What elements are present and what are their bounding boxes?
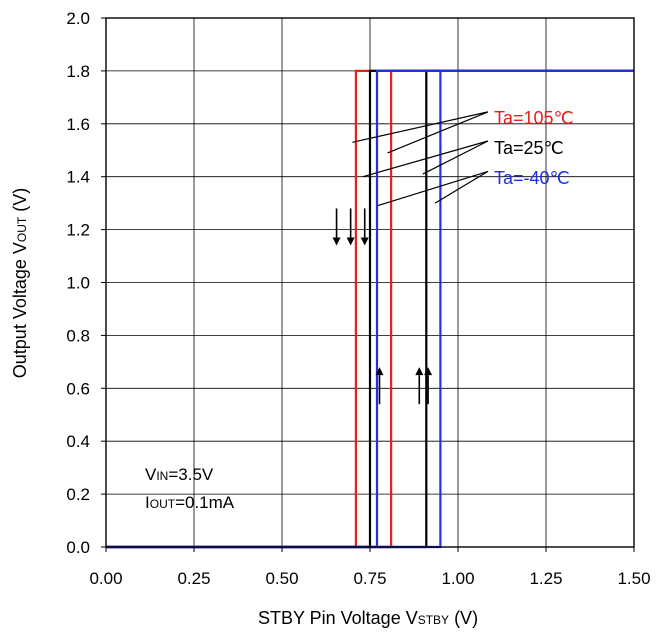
legend: Ta=105℃ Ta=25℃ Ta=-40℃ bbox=[494, 108, 574, 188]
condition-iout: IOUT=0.1mA bbox=[145, 493, 235, 512]
leader-25c-rising bbox=[422, 140, 489, 175]
rising-arrow bbox=[424, 367, 433, 405]
leader-minus40c-falling bbox=[376, 170, 489, 207]
x-axis-title: STBY Pin Voltage VSTBY (V) bbox=[258, 608, 478, 628]
rising-arrow bbox=[415, 367, 424, 405]
legend-label-25c: Ta=25℃ bbox=[494, 138, 564, 158]
x-tick-label: 0.75 bbox=[353, 569, 386, 588]
legend-label-105c: Ta=105℃ bbox=[494, 108, 574, 128]
y-tick-label: 2.0 bbox=[66, 9, 90, 28]
axis-ticks bbox=[101, 17, 635, 552]
legend-leader-lines bbox=[352, 111, 489, 207]
y-tick-label: 0.8 bbox=[66, 326, 90, 345]
y-tick-label: 0.4 bbox=[66, 432, 90, 451]
leader-105c-falling bbox=[352, 111, 489, 143]
legend-label-minus40c: Ta=-40℃ bbox=[494, 168, 570, 188]
x-tick-label: 0.00 bbox=[89, 569, 122, 588]
y-tick-label: 0.6 bbox=[66, 379, 90, 398]
y-tick-label: 0.2 bbox=[66, 485, 90, 504]
falling-arrow bbox=[332, 208, 341, 246]
y-tick-label: 1.0 bbox=[66, 274, 90, 293]
condition-vin: VIN=3.5V bbox=[145, 465, 214, 484]
test-conditions: VIN=3.5V IOUT=0.1mA bbox=[145, 465, 235, 512]
y-tick-label: 1.4 bbox=[66, 168, 90, 187]
rising-arrow bbox=[375, 367, 384, 405]
x-tick-label: 1.50 bbox=[617, 569, 650, 588]
y-axis-title: Output Voltage VOUT (V) bbox=[10, 188, 30, 378]
x-tick-label: 1.25 bbox=[529, 569, 562, 588]
direction-arrows bbox=[332, 208, 433, 405]
falling-arrow bbox=[360, 208, 369, 246]
y-tick-labels: 0.0 0.2 0.4 0.6 0.8 1.0 1.2 1.4 1.6 1.8 2.0 bbox=[66, 9, 90, 557]
y-tick-label: 1.6 bbox=[66, 115, 90, 134]
y-tick-label: 0.0 bbox=[66, 538, 90, 557]
falling-arrow bbox=[346, 208, 355, 246]
x-tick-label: 1.00 bbox=[441, 569, 474, 588]
y-tick-label: 1.2 bbox=[66, 221, 90, 240]
y-tick-label: 1.8 bbox=[66, 62, 90, 81]
leader-105c-rising bbox=[387, 111, 489, 154]
x-tick-label: 0.50 bbox=[265, 569, 298, 588]
x-tick-label: 0.25 bbox=[177, 569, 210, 588]
x-tick-labels: 0.00 0.25 0.50 0.75 1.00 1.25 1.50 bbox=[89, 569, 650, 588]
leader-minus40c-rising bbox=[434, 170, 489, 204]
leader-25c-falling bbox=[362, 140, 489, 178]
